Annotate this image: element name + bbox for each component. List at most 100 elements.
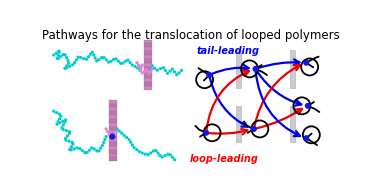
Bar	[109, 115, 117, 119]
Circle shape	[89, 53, 92, 56]
Circle shape	[109, 60, 113, 63]
Bar	[144, 43, 151, 47]
Bar	[144, 59, 151, 63]
Circle shape	[107, 133, 111, 136]
Circle shape	[91, 51, 94, 54]
Bar	[236, 50, 241, 88]
Circle shape	[180, 69, 183, 72]
Bar	[109, 138, 117, 142]
Circle shape	[122, 134, 126, 137]
Circle shape	[129, 141, 132, 144]
Circle shape	[64, 137, 67, 140]
Circle shape	[142, 70, 146, 73]
Bar	[109, 130, 117, 134]
Circle shape	[103, 56, 106, 59]
Circle shape	[63, 121, 66, 124]
Circle shape	[171, 156, 174, 159]
Circle shape	[131, 143, 134, 147]
Circle shape	[65, 64, 68, 67]
Circle shape	[65, 139, 68, 142]
Circle shape	[151, 64, 154, 67]
Circle shape	[57, 57, 60, 60]
Bar	[290, 106, 295, 142]
Circle shape	[65, 129, 68, 132]
Circle shape	[52, 53, 55, 57]
Circle shape	[59, 55, 62, 58]
Bar	[109, 146, 117, 150]
Circle shape	[107, 60, 110, 64]
Circle shape	[65, 66, 69, 69]
Circle shape	[132, 146, 136, 149]
Circle shape	[156, 69, 159, 72]
Circle shape	[86, 151, 89, 154]
Circle shape	[135, 61, 138, 64]
Circle shape	[62, 53, 65, 56]
Circle shape	[72, 147, 76, 150]
Circle shape	[175, 73, 178, 76]
Bar	[144, 51, 151, 55]
Circle shape	[85, 58, 88, 61]
Circle shape	[124, 60, 127, 63]
Bar	[144, 40, 151, 43]
Circle shape	[105, 58, 108, 61]
Bar	[109, 100, 117, 104]
Circle shape	[115, 127, 119, 131]
Circle shape	[137, 64, 140, 67]
Circle shape	[64, 118, 67, 122]
Circle shape	[76, 146, 79, 149]
Circle shape	[62, 128, 65, 131]
Circle shape	[92, 53, 95, 57]
Circle shape	[141, 64, 144, 67]
Circle shape	[305, 104, 310, 108]
Bar	[144, 63, 151, 67]
Circle shape	[59, 114, 63, 118]
Circle shape	[83, 151, 87, 154]
Circle shape	[57, 54, 60, 57]
Bar	[109, 134, 117, 138]
Bar	[144, 74, 151, 78]
Circle shape	[138, 69, 142, 72]
Circle shape	[122, 61, 125, 65]
Bar	[144, 55, 151, 59]
Circle shape	[109, 135, 113, 138]
Circle shape	[127, 138, 131, 141]
Circle shape	[97, 149, 101, 153]
Circle shape	[136, 67, 139, 70]
Circle shape	[171, 67, 174, 71]
Circle shape	[304, 136, 308, 140]
Circle shape	[134, 65, 137, 68]
Circle shape	[63, 53, 67, 56]
Circle shape	[104, 127, 108, 131]
Circle shape	[90, 146, 93, 149]
Circle shape	[146, 69, 149, 72]
Circle shape	[112, 136, 115, 139]
Circle shape	[156, 151, 160, 155]
Circle shape	[144, 153, 147, 156]
Circle shape	[101, 144, 104, 147]
Circle shape	[173, 70, 176, 74]
Bar	[144, 47, 151, 51]
Circle shape	[129, 61, 132, 64]
Circle shape	[304, 60, 308, 65]
Circle shape	[102, 141, 105, 144]
Circle shape	[63, 67, 66, 70]
Circle shape	[104, 135, 108, 138]
Bar	[109, 127, 117, 130]
Circle shape	[70, 141, 74, 144]
Circle shape	[169, 153, 172, 156]
Circle shape	[94, 56, 97, 60]
Circle shape	[52, 110, 55, 113]
Circle shape	[97, 58, 101, 61]
Circle shape	[141, 64, 144, 67]
Circle shape	[68, 140, 70, 143]
Bar	[144, 67, 151, 70]
Circle shape	[106, 130, 109, 133]
Circle shape	[79, 56, 82, 59]
Circle shape	[147, 153, 150, 156]
Circle shape	[138, 66, 142, 69]
Circle shape	[99, 147, 102, 150]
Circle shape	[253, 67, 258, 71]
Circle shape	[93, 147, 96, 151]
Circle shape	[149, 151, 153, 155]
Circle shape	[173, 158, 176, 161]
